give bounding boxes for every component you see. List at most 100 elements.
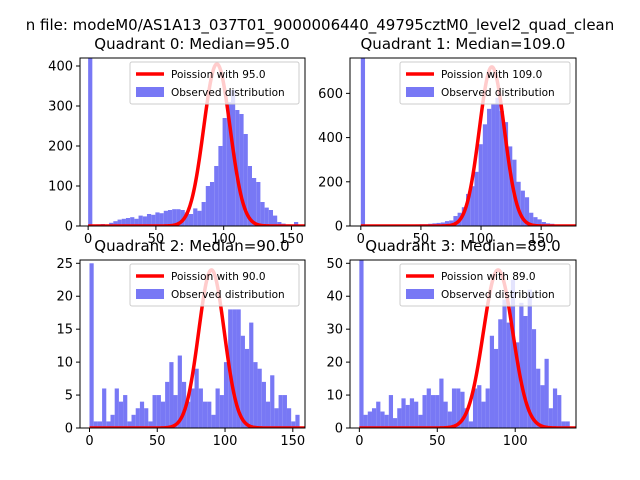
legend-3: Poission with 89.0 Observed distribution	[399, 263, 571, 307]
hist-bar	[131, 414, 136, 428]
hist-bar	[169, 362, 174, 428]
subplot-title-3: Quadrant 3: Median=89.0	[365, 237, 560, 255]
hist-bar	[494, 348, 499, 428]
hist-bar	[240, 335, 245, 428]
hist-bar	[207, 401, 212, 428]
hist-bar	[435, 395, 440, 428]
hist-bar	[102, 388, 107, 428]
hist-bar	[247, 166, 252, 226]
legend-box-3	[399, 263, 571, 307]
hist-bar	[460, 391, 465, 428]
x-tick-label: 100	[213, 434, 238, 449]
hist-bar	[202, 401, 208, 428]
hist-bar	[443, 401, 448, 428]
hist-bar	[110, 414, 115, 428]
hist-bar	[380, 411, 385, 428]
y-tick-label: 15	[56, 323, 73, 338]
hist-bar	[447, 411, 452, 428]
hist-bar	[565, 421, 570, 428]
hist-bar	[520, 190, 525, 226]
ticks-2: 0 50 100 150 0 5 10 15 20 25	[56, 257, 305, 449]
hist-bar	[548, 408, 553, 428]
hist-bar	[139, 401, 145, 428]
y-tick-label: 300	[48, 100, 73, 115]
x-tick-label: 150	[529, 232, 554, 247]
x-tick-label: 0	[357, 232, 365, 247]
legend-0: Poission with 95.0 Observed distribution	[129, 61, 300, 105]
hist-bar	[414, 401, 419, 428]
hist-bar	[405, 404, 410, 428]
hist-bar	[268, 210, 274, 226]
x-tick-label: 0	[84, 232, 92, 247]
hist-bar	[557, 395, 562, 428]
hist-bar	[265, 401, 271, 428]
hist-bar	[146, 214, 152, 226]
hist-bar	[163, 210, 168, 226]
hist-bar	[252, 178, 257, 226]
hist-bar	[506, 322, 511, 428]
legend-observed-label-2: Observed distribution	[171, 289, 285, 301]
hist-bar	[256, 182, 261, 226]
hist-bar	[214, 166, 219, 226]
y-tick-label: 0	[335, 220, 343, 235]
hist-bar	[236, 309, 241, 428]
y-tick-label: 600	[318, 87, 343, 102]
hist-bar	[294, 222, 299, 226]
axes-frame-0	[79, 57, 306, 227]
hist-bar	[160, 401, 166, 428]
x-tick-label: 50	[149, 434, 166, 449]
hist-bar	[226, 102, 231, 226]
hist-bar	[478, 144, 483, 226]
hist-bar	[114, 388, 119, 428]
hist-bar	[388, 395, 394, 428]
subplot-quadrant-1: Quadrant 1: Median=109.0 0 50 100 150 0 200 40…	[318, 35, 577, 247]
x-tick-label: 0	[355, 434, 363, 449]
y-tick-label: 40	[326, 290, 343, 305]
hist-bar	[359, 260, 364, 428]
hist-bar	[89, 263, 94, 428]
hist-bar	[561, 421, 566, 428]
y-tick-label: 200	[318, 175, 343, 190]
hist-bar	[444, 221, 450, 226]
legend-box-1	[399, 61, 571, 105]
hist-bar	[134, 218, 139, 226]
legend-observed-label-3: Observed distribution	[441, 289, 555, 301]
hist-bar	[205, 186, 210, 226]
legend-observed-swatch-1	[406, 87, 434, 97]
legend-box-2	[129, 263, 300, 307]
hist-bar	[144, 408, 149, 428]
ticks-3: 0 50 100 0 10 20 30 40 50	[326, 257, 527, 449]
hist-bar	[211, 414, 216, 428]
hist-bar	[209, 182, 215, 226]
hist-bar	[360, 58, 366, 226]
hist-bar	[295, 414, 300, 428]
hist-bar	[515, 342, 520, 428]
hist-bar	[409, 398, 415, 428]
hist-bar	[371, 408, 377, 428]
hist-bar	[489, 335, 495, 428]
plot-area-2	[88, 263, 305, 428]
hist-bar	[422, 395, 427, 428]
figure-suptitle: n file: modeM0/AS1A13_037T01_9000006440_…	[26, 16, 615, 35]
hist-bar	[487, 108, 492, 226]
hist-bar	[244, 348, 250, 428]
hist-bar	[197, 210, 202, 226]
y-tick-label: 50	[326, 257, 343, 272]
hist-bar	[426, 388, 431, 428]
hist-bar	[181, 381, 187, 428]
hist-bar	[485, 388, 490, 428]
hist-bar	[367, 411, 372, 428]
hist-bar	[127, 421, 132, 428]
y-tick-label: 20	[326, 356, 343, 371]
hist-bar	[531, 329, 537, 428]
hist-bar	[130, 217, 135, 226]
hist-bar	[138, 215, 143, 226]
y-tick-label: 25	[56, 257, 73, 272]
hist-bar	[123, 395, 128, 428]
hist-bar	[519, 302, 524, 428]
hist-bar	[537, 219, 542, 226]
hist-bar	[190, 388, 195, 428]
hist-bar	[106, 421, 111, 428]
subplot-title-0: Quadrant 0: Median=95.0	[94, 35, 289, 53]
